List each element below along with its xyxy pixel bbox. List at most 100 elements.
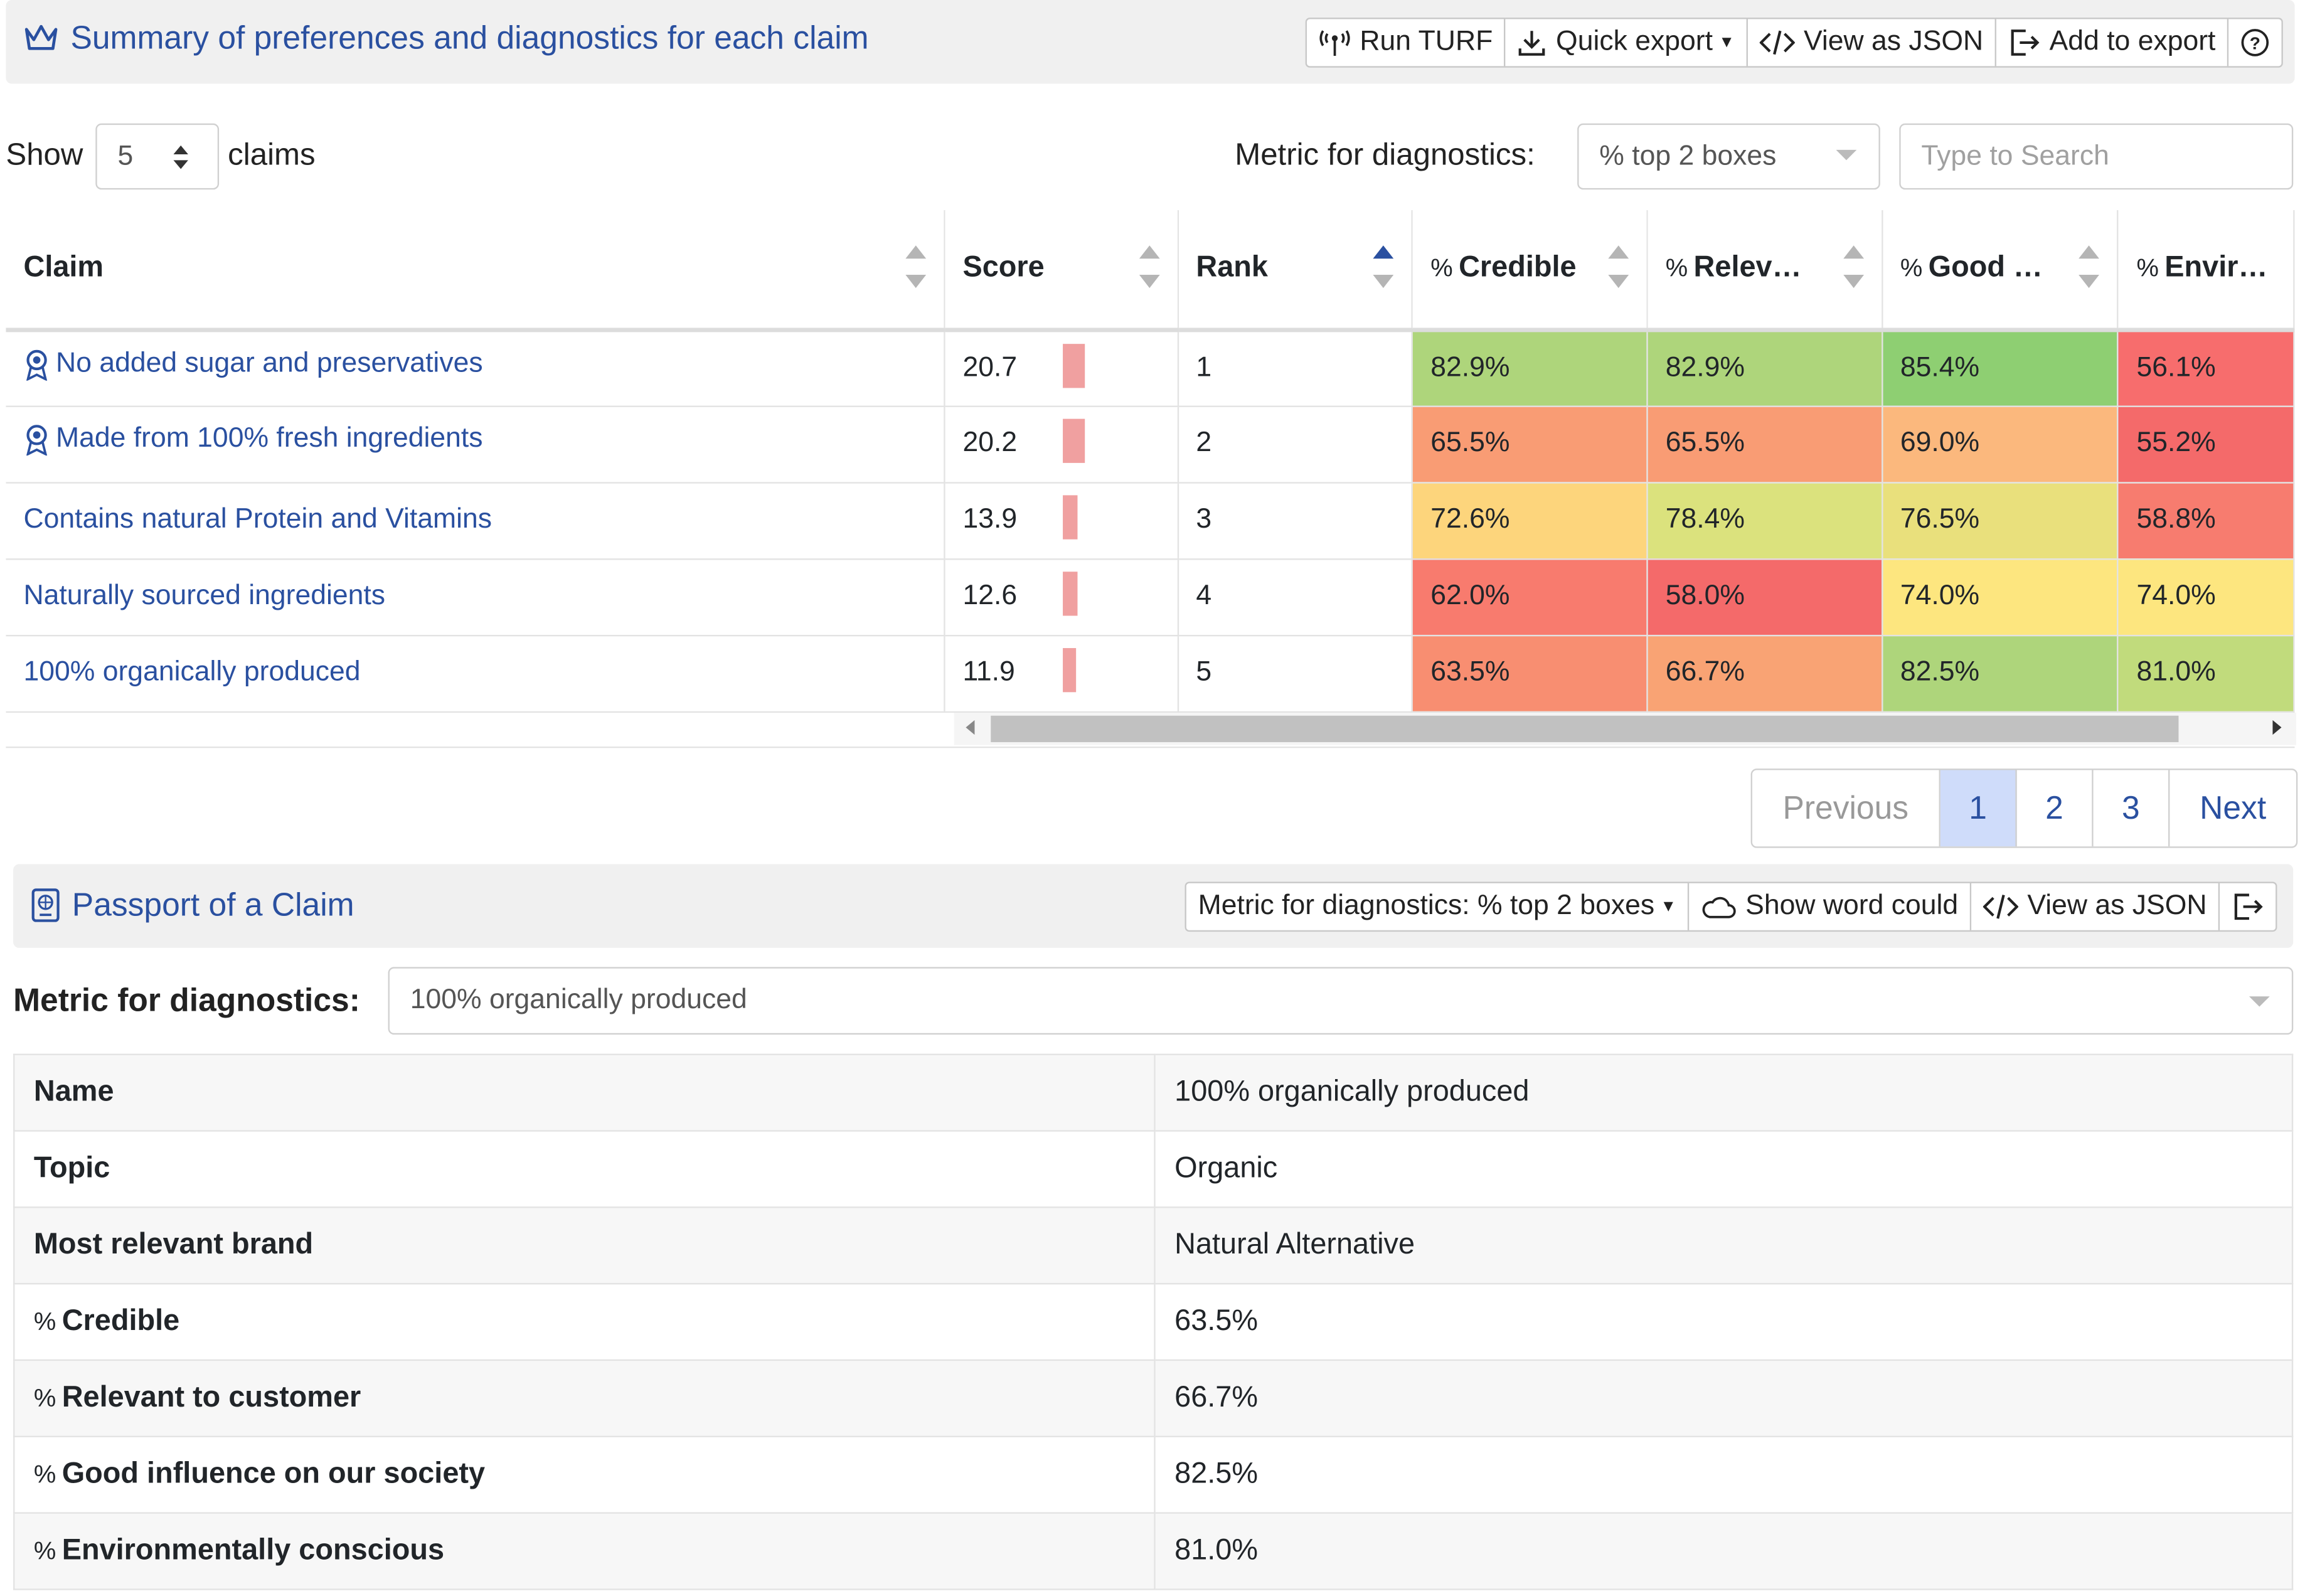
col-header-good[interactable]: % Good … bbox=[1882, 210, 2119, 332]
percent-icon: % bbox=[33, 1460, 56, 1489]
run-turf-label: Run TURF bbox=[1360, 26, 1493, 58]
passport-select-label: Metric for diagnostics: bbox=[13, 981, 360, 1019]
search-input[interactable] bbox=[1899, 123, 2294, 190]
claims-label: claims bbox=[228, 138, 316, 173]
metric-label: Metric for diagnostics: bbox=[1235, 138, 1535, 173]
col-header-score-label: Score bbox=[962, 252, 1045, 284]
claim-link[interactable]: Contains natural Protein and Vitamins bbox=[23, 504, 492, 536]
view-json-label: View as JSON bbox=[1803, 26, 1984, 58]
updown-icon bbox=[173, 145, 188, 169]
claim-link[interactable]: Naturally sourced ingredients bbox=[23, 580, 385, 613]
metric-select[interactable]: % top 2 boxes bbox=[1577, 123, 1880, 190]
credible-cell: 62.0% bbox=[1412, 558, 1648, 636]
passport-value: Organic bbox=[1154, 1130, 2294, 1208]
relevant-cell: 58.0% bbox=[1647, 558, 1883, 636]
claim-cell[interactable]: Made from 100% fresh ingredients bbox=[6, 405, 945, 483]
percent-icon: % bbox=[33, 1537, 56, 1565]
claim-link[interactable]: Made from 100% fresh ingredients bbox=[23, 423, 483, 456]
score-cell: 12.6 bbox=[944, 558, 1179, 636]
claim-cell[interactable]: 100% organically produced bbox=[6, 634, 945, 712]
passport-key: Most relevant brand bbox=[13, 1206, 1156, 1285]
quick-export-label: Quick export bbox=[1556, 26, 1713, 58]
help-button[interactable]: ? bbox=[2229, 19, 2282, 66]
previous-page-button[interactable]: Previous bbox=[1752, 770, 1940, 847]
view-json-button[interactable]: View as JSON bbox=[1748, 19, 1997, 66]
horizontal-scrollbar[interactable] bbox=[954, 713, 2296, 745]
summary-toolbar: Run TURF Quick export ▼ View as JSON Add… bbox=[1305, 18, 2284, 68]
run-turf-button[interactable]: Run TURF bbox=[1307, 19, 1506, 66]
page-size-select[interactable]: 5 bbox=[95, 123, 220, 190]
word-cloud-label: Show word could bbox=[1745, 890, 1959, 922]
score-bar bbox=[1062, 647, 1076, 692]
summary-title-text: Summary of preferences and diagnostics f… bbox=[70, 19, 869, 56]
passport-value: Natural Alternative bbox=[1154, 1206, 2294, 1285]
table-row[interactable]: 100% organically produced 11.9 5 63.5% 66.7%… bbox=[6, 634, 2295, 712]
passport-row: % Relevant to customer 66.7% bbox=[13, 1359, 2294, 1437]
passport-metric-dropdown[interactable]: Metric for diagnostics: % top 2 boxes ▼ bbox=[1186, 883, 1690, 930]
scroll-right-icon[interactable] bbox=[2272, 720, 2282, 735]
claim-select-value: 100% organically produced bbox=[410, 984, 747, 1016]
col-header-rank[interactable]: Rank bbox=[1178, 210, 1413, 332]
claim-link[interactable]: 100% organically produced bbox=[23, 657, 360, 689]
passport-key: % Environmentally conscious bbox=[13, 1512, 1156, 1590]
add-to-export-button[interactable]: Add to export bbox=[1996, 19, 2229, 66]
page-3-button[interactable]: 3 bbox=[2094, 770, 2170, 847]
claim-select[interactable]: 100% organically produced bbox=[388, 967, 2294, 1035]
antenna-icon bbox=[1319, 30, 1350, 56]
page-2-button[interactable]: 2 bbox=[2017, 770, 2094, 847]
score-value: 11.9 bbox=[962, 657, 1015, 688]
passport-export-button[interactable] bbox=[2220, 883, 2276, 930]
rank-cell: 2 bbox=[1178, 405, 1413, 483]
percent-icon: % bbox=[2136, 254, 2159, 283]
col-header-claim[interactable]: Claim bbox=[6, 210, 945, 332]
col-header-relevant[interactable]: % Relev… bbox=[1647, 210, 1883, 332]
summary-title: Summary of preferences and diagnostics f… bbox=[23, 19, 869, 57]
scroll-left-icon[interactable] bbox=[966, 720, 975, 735]
rank-cell: 5 bbox=[1178, 634, 1413, 712]
table-row[interactable]: No added sugar and preservatives 20.7 1 82.… bbox=[6, 329, 2295, 407]
passport-view-json-button[interactable]: View as JSON bbox=[1971, 883, 2220, 930]
table-row[interactable]: Made from 100% fresh ingredients 20.2 2 65.… bbox=[6, 405, 2295, 483]
passport-key: % Good influence on our society bbox=[13, 1435, 1156, 1514]
next-page-button[interactable]: Next bbox=[2200, 789, 2267, 826]
page-1-button[interactable]: 1 bbox=[1940, 770, 2017, 847]
percent-icon: % bbox=[33, 1307, 56, 1336]
claim-cell[interactable]: Contains natural Protein and Vitamins bbox=[6, 482, 945, 560]
scrollbar-thumb[interactable] bbox=[991, 715, 2179, 742]
claim-label: Made from 100% fresh ingredients bbox=[56, 423, 483, 454]
rank-cell: 4 bbox=[1178, 558, 1413, 636]
col-header-env[interactable]: % Envir… bbox=[2118, 210, 2295, 332]
relevant-cell: 78.4% bbox=[1647, 482, 1883, 560]
claim-label: Naturally sourced ingredients bbox=[23, 580, 386, 612]
col-header-score[interactable]: Score bbox=[944, 210, 1179, 332]
claim-link[interactable]: No added sugar and preservatives bbox=[23, 348, 483, 380]
quick-export-button[interactable]: Quick export ▼ bbox=[1506, 19, 1748, 66]
passport-key: Name bbox=[13, 1053, 1156, 1132]
header-row: Claim Score Rank % Credible % Relev… % Good… bbox=[6, 210, 2295, 332]
passport-key: % Credible bbox=[13, 1283, 1156, 1361]
credible-cell: 82.9% bbox=[1412, 329, 1648, 407]
col-header-credible[interactable]: % Credible bbox=[1412, 210, 1648, 332]
passport-value: 66.7% bbox=[1154, 1359, 2294, 1437]
passport-row: Topic Organic bbox=[13, 1130, 2294, 1208]
chevron-down-icon bbox=[1836, 149, 1857, 161]
score-cell: 20.2 bbox=[944, 405, 1179, 483]
code-icon bbox=[1983, 895, 2019, 919]
metric-select-value: % top 2 boxes bbox=[1599, 140, 1777, 171]
table-row[interactable]: Contains natural Protein and Vitamins 13.… bbox=[6, 482, 2295, 560]
col-header-good-label: Good … bbox=[1928, 252, 2043, 284]
chevron-down-icon bbox=[2249, 996, 2270, 1007]
passport-row: Most relevant brand Natural Alternative bbox=[13, 1206, 2294, 1285]
passport-key-label: Good influence on our society bbox=[61, 1457, 486, 1491]
claim-cell[interactable]: No added sugar and preservatives bbox=[6, 329, 945, 407]
passport-row: % Environmentally conscious 81.0% bbox=[13, 1512, 2294, 1590]
score-cell: 13.9 bbox=[944, 482, 1179, 560]
sort-icon bbox=[905, 245, 926, 292]
download-icon bbox=[1519, 31, 1546, 56]
passport-key-label: Environmentally conscious bbox=[61, 1534, 445, 1567]
claim-cell[interactable]: Naturally sourced ingredients bbox=[6, 558, 945, 636]
score-value: 13.9 bbox=[962, 504, 1018, 535]
table-row[interactable]: Naturally sourced ingredients 12.6 4 62.0% 5… bbox=[6, 558, 2295, 636]
word-cloud-button[interactable]: Show word could bbox=[1690, 883, 1972, 930]
rank-cell: 1 bbox=[1178, 329, 1413, 407]
